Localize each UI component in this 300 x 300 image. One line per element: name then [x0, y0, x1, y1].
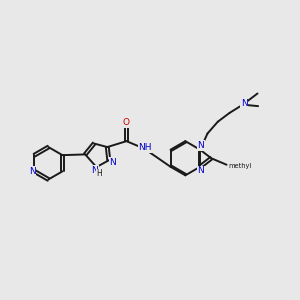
Text: N: N: [197, 167, 204, 176]
Text: N: N: [197, 141, 204, 150]
Text: N: N: [29, 167, 35, 176]
Text: N: N: [241, 99, 248, 108]
Text: N: N: [92, 166, 98, 175]
Text: N: N: [109, 158, 116, 167]
Text: O: O: [123, 118, 130, 127]
Text: methyl: methyl: [228, 163, 252, 169]
Text: H: H: [97, 169, 102, 178]
Text: NH: NH: [138, 143, 152, 152]
